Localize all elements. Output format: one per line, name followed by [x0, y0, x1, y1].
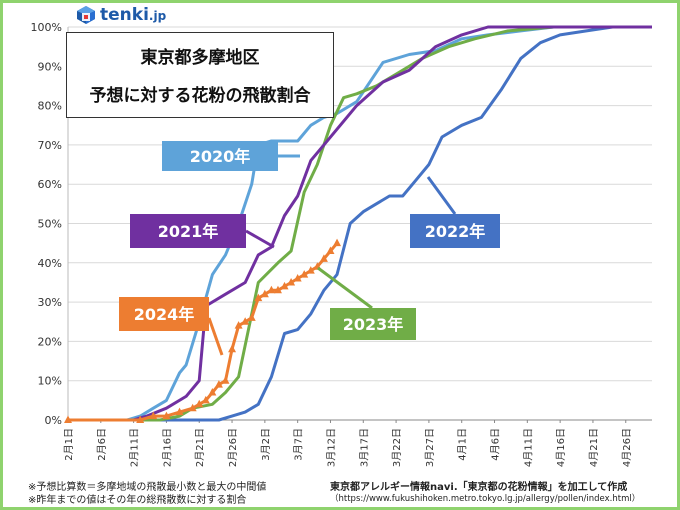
series-label-2023: 2023年: [343, 315, 404, 334]
x-tick-label: 3月12日: [325, 428, 337, 467]
series-point-2024: [280, 281, 289, 290]
y-tick-label: 10%: [38, 375, 62, 388]
logo-text: tenki.jp: [100, 5, 167, 25]
y-tick-label: 50%: [38, 218, 62, 231]
series-point-2024: [201, 395, 210, 404]
tenki-logo: tenki.jp: [76, 4, 166, 26]
y-tick-label: 100%: [31, 21, 62, 34]
y-tick-label: 90%: [38, 60, 62, 73]
chart-subtitle: 予想に対する花粉の飛散割合: [89, 86, 311, 106]
x-tick-label: 2月21日: [194, 428, 206, 467]
series-line-2022: [68, 25, 652, 422]
series-point-2024: [195, 399, 204, 408]
series-label-2021: 2021年: [158, 222, 219, 241]
series-point-2024: [319, 254, 328, 262]
footnote-2: ※昨年までの値はその年の総飛散数に対する割合: [28, 495, 247, 506]
series-point-2024: [273, 285, 282, 294]
series-point-2024: [300, 270, 309, 278]
series-point-2024: [293, 274, 302, 282]
x-tick-label: 2月26日: [227, 428, 239, 467]
series-line-2021: [68, 25, 652, 422]
series-point-2024: [162, 411, 171, 420]
series-line-2020: [68, 25, 652, 422]
series-label-box-2021: [130, 214, 246, 248]
series-label-2024: 2024年: [134, 305, 195, 324]
series-point-2024: [234, 321, 243, 329]
x-tick-label: 4月6日: [490, 428, 502, 461]
x-tick-label: 2月1日: [63, 428, 75, 461]
x-tick-label: 3月17日: [358, 428, 370, 467]
logo-icon: [77, 6, 95, 24]
x-tick-label: 2月11日: [129, 428, 141, 467]
x-tick-label: 3月22日: [391, 428, 403, 467]
label-pointer-2021: [245, 229, 275, 249]
series-label-2020: 2020年: [190, 147, 251, 166]
x-tick-label: 3月2日: [260, 428, 272, 461]
x-tick-label: 4月1日: [457, 428, 469, 461]
series-point-2024: [214, 380, 223, 388]
chart-title: 東京都多摩地区: [140, 48, 260, 68]
source-url: （https://www.fukushihoken.metro.tokyo.lg…: [330, 494, 641, 504]
series-point-2024: [175, 407, 184, 416]
series-point-2024: [333, 238, 342, 247]
series-point-2024: [241, 317, 250, 325]
y-tick-label: 40%: [38, 257, 62, 270]
x-tick-label: 3月7日: [293, 428, 305, 461]
series-label-box-2022: [410, 214, 500, 248]
series-point-2024: [228, 344, 237, 353]
series-point-2024: [188, 403, 197, 412]
y-tick-label: 20%: [38, 335, 62, 348]
series-point-2024: [221, 376, 230, 384]
label-pointer-2024: [207, 317, 224, 356]
x-tick-label: 3月27日: [424, 428, 436, 467]
series-point-2024: [267, 285, 276, 294]
y-tick-label: 70%: [38, 139, 62, 152]
series-point-2024: [247, 313, 256, 321]
series-label-box-2024: [119, 297, 209, 331]
series-point-2024: [260, 289, 269, 298]
label-pointer-2023: [317, 266, 373, 310]
series-point-2024: [287, 277, 296, 286]
y-tick-label: 80%: [38, 100, 62, 113]
y-tick-label: 0%: [45, 414, 62, 427]
series-point-2024: [326, 246, 335, 255]
series-point-2024: [64, 415, 72, 423]
series-point-2024: [306, 266, 315, 274]
series-label-box-2020: [162, 141, 278, 171]
series-point-2024: [136, 415, 145, 423]
x-tick-label: 2月6日: [96, 428, 108, 461]
chart-title-box: 東京都多摩地区 予想に対する花粉の飛散割合: [66, 32, 334, 118]
x-tick-label: 4月21日: [588, 428, 600, 467]
series-point-2024: [208, 387, 217, 396]
x-tick-label: 2月16日: [161, 428, 173, 467]
source-credit: 東京都アレルギー情報navi.「東京都の花粉情報」を加工して作成: [330, 482, 628, 493]
x-tick-label: 4月11日: [522, 428, 534, 467]
series-label-box-2023: [330, 308, 416, 340]
series-point-2024: [254, 293, 263, 302]
label-pointer-2022: [426, 176, 457, 215]
series-point-2024: [149, 411, 158, 420]
y-tick-label: 30%: [38, 296, 62, 309]
y-tick-label: 60%: [38, 178, 62, 191]
series-label-2022: 2022年: [425, 222, 486, 241]
series-line-2023: [68, 25, 652, 422]
x-tick-label: 4月16日: [555, 428, 567, 467]
x-tick-label: 4月26日: [621, 428, 633, 467]
footnote-1: ※予想比算数＝多摩地域の飛散最小数と最大の中間値: [28, 482, 267, 493]
